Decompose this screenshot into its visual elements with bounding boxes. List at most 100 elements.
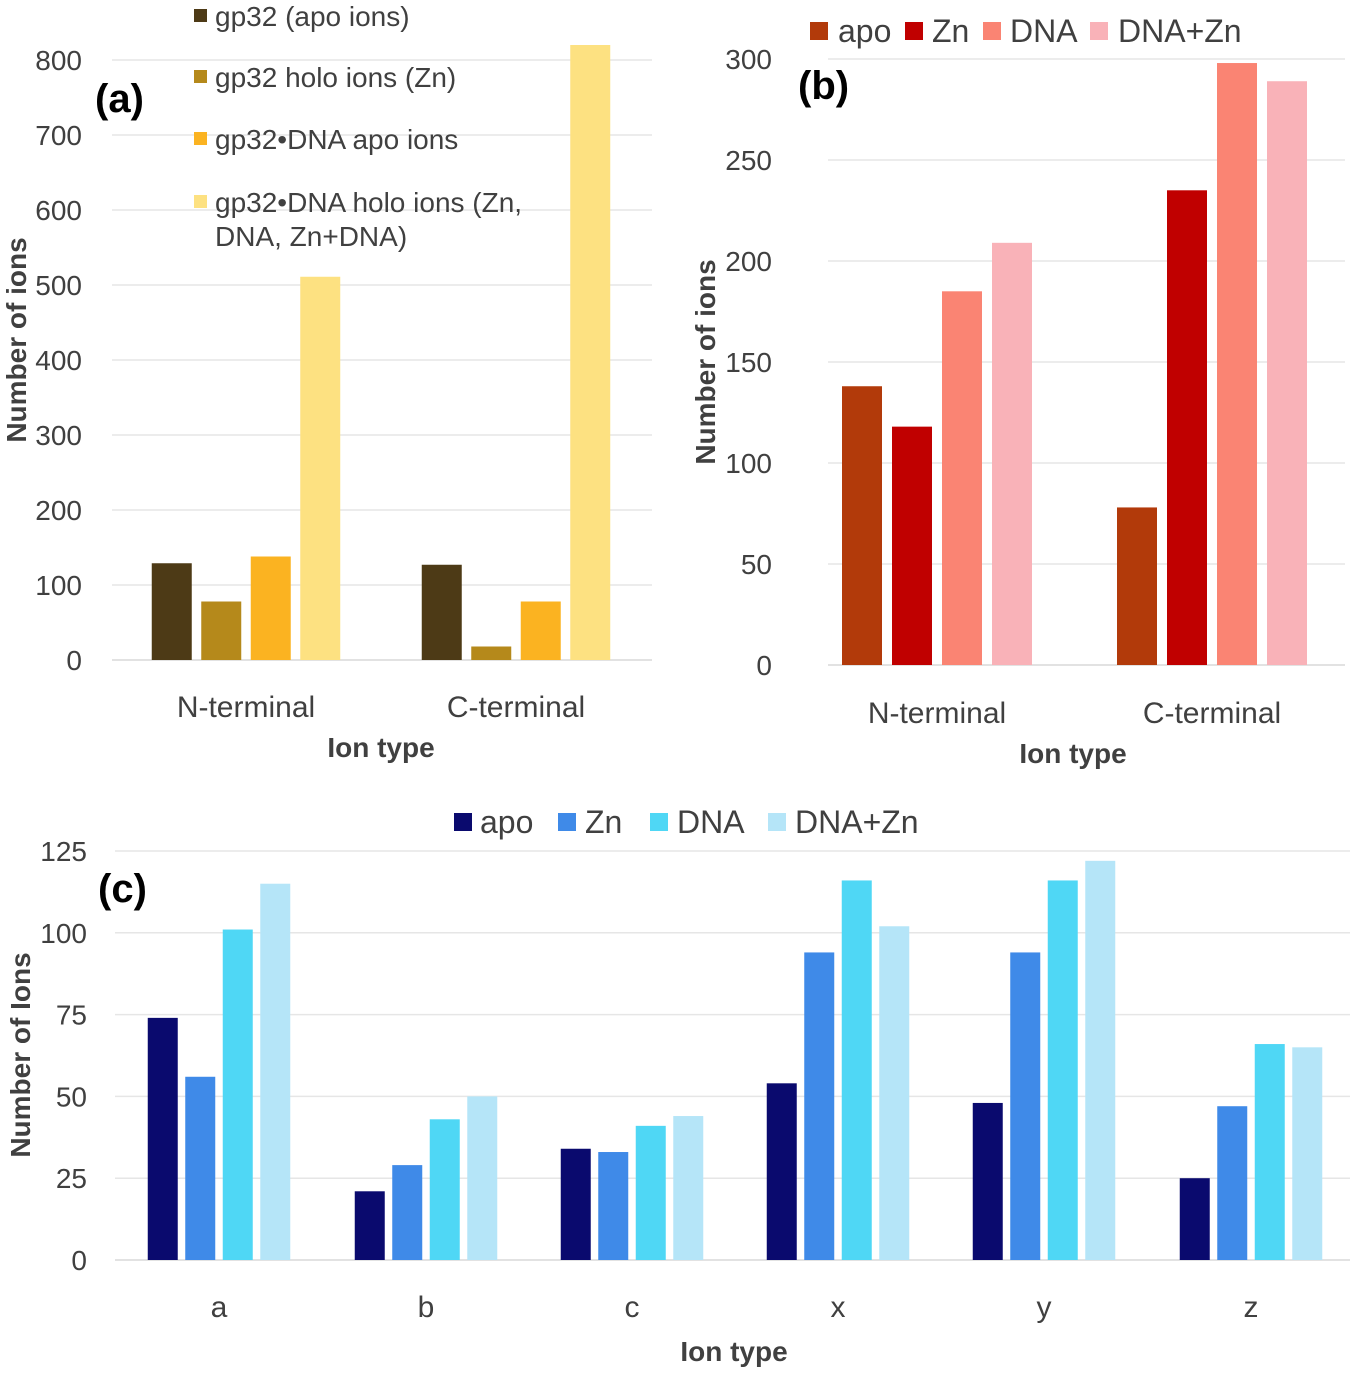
legend-label: gp32•DNA apo ions: [215, 124, 458, 155]
legend-swatch: [558, 813, 576, 831]
y-tick-label: 0: [71, 1245, 87, 1276]
bar: [804, 952, 835, 1260]
bar: [1085, 860, 1116, 1260]
x-axis-title: Ion type: [680, 1336, 787, 1367]
chart-b: (b) 0 50 100 150 200 250 300 N-terminal C-termin…: [690, 13, 1345, 769]
y-tick-label: 700: [35, 120, 82, 151]
bar: [392, 1165, 423, 1260]
bar: [841, 880, 872, 1260]
y-tick-label: 200: [35, 495, 82, 526]
chart-c: (c) 0 25 50 75 100 125 a b c x y z Ion type Number of…: [5, 804, 1350, 1367]
y-tick-label: 100: [725, 448, 772, 479]
bar: [250, 556, 291, 660]
x-tick-label: y: [1037, 1291, 1052, 1324]
chart-c-panel-label: (c): [98, 867, 147, 911]
y-axis-title: Number of Ions: [5, 952, 36, 1157]
bar: [1254, 1044, 1285, 1260]
bar: [570, 45, 611, 660]
y-tick-label: 125: [40, 836, 87, 867]
x-axis-title: Ion type: [327, 732, 434, 763]
y-axis-title: Number of ions: [1, 237, 32, 442]
legend-label: DNA: [677, 804, 745, 840]
bar: [421, 564, 462, 660]
legend-swatch: [810, 22, 828, 40]
bar: [972, 1102, 1003, 1260]
y-tick-label: 25: [56, 1163, 87, 1194]
bar: [467, 1096, 498, 1260]
y-tick-label: 150: [725, 347, 772, 378]
y-tick-label: 0: [66, 645, 82, 676]
bar: [471, 646, 512, 660]
chart-a-panel-label: (a): [95, 77, 144, 121]
bar: [1179, 1178, 1210, 1260]
legend-label: Zn: [932, 13, 969, 49]
x-tick-label: a: [211, 1291, 228, 1324]
x-tick-label: C-terminal: [1143, 697, 1281, 730]
x-axis-title: Ion type: [1019, 738, 1126, 769]
chart-a: (a) 0 100 200 300 400 500 600 700 800 N-terminal C…: [1, 1, 652, 763]
bar: [1217, 63, 1257, 666]
legend-label: gp32•DNA holo ions (Zn,: [215, 187, 522, 218]
legend-swatch: [194, 132, 207, 145]
bar: [1267, 81, 1307, 666]
legend-label: DNA+Zn: [795, 804, 919, 840]
legend-swatch: [768, 813, 786, 831]
legend-label: DNA, Zn+DNA): [215, 221, 407, 252]
bar: [222, 929, 253, 1260]
x-tick-label: C-terminal: [447, 691, 585, 724]
y-axis-title: Number of ions: [690, 259, 721, 464]
x-tick-label: N-terminal: [177, 691, 315, 724]
legend-swatch: [194, 9, 207, 22]
legend-swatch: [650, 813, 668, 831]
bar: [151, 563, 192, 660]
legend-label: Zn: [585, 804, 622, 840]
y-tick-label: 500: [35, 270, 82, 301]
bar: [429, 1119, 460, 1260]
bar: [1047, 880, 1078, 1260]
bar: [201, 601, 242, 660]
y-tick-label: 600: [35, 195, 82, 226]
y-tick-label: 250: [725, 145, 772, 176]
bar: [1217, 1106, 1248, 1260]
y-tick-label: 50: [741, 549, 772, 580]
legend-label: apo: [838, 13, 891, 49]
y-tick-label: 800: [35, 45, 82, 76]
bar: [879, 926, 910, 1260]
bar: [520, 601, 561, 660]
legend-swatch: [1090, 22, 1108, 40]
y-tick-label: 300: [35, 420, 82, 451]
y-tick-label: 50: [56, 1081, 87, 1112]
legend-swatch: [194, 195, 207, 208]
bar: [842, 386, 882, 665]
legend-label: gp32 holo ions (Zn): [215, 62, 456, 93]
legend-label: DNA: [1010, 13, 1078, 49]
bar: [560, 1148, 591, 1260]
legend-label: apo: [480, 804, 533, 840]
legend-swatch: [905, 22, 923, 40]
bar: [1117, 507, 1157, 665]
chart-b-panel-label: (b): [798, 64, 849, 108]
legend-swatch: [194, 70, 207, 83]
x-tick-label: x: [831, 1291, 846, 1324]
y-tick-label: 100: [40, 918, 87, 949]
bar: [942, 291, 982, 665]
y-tick-label: 0: [756, 650, 772, 681]
bar: [892, 426, 932, 665]
bar: [260, 883, 291, 1260]
bar: [1010, 952, 1041, 1260]
bar: [766, 1083, 797, 1260]
legend-label: DNA+Zn: [1118, 13, 1242, 49]
y-tick-label: 75: [56, 1000, 87, 1031]
bar: [598, 1152, 629, 1260]
legend-swatch: [454, 813, 472, 831]
bar: [635, 1125, 666, 1260]
bar: [992, 242, 1032, 665]
bar: [1292, 1047, 1323, 1260]
x-tick-label: b: [418, 1291, 435, 1324]
bar: [300, 276, 341, 660]
bar: [185, 1076, 216, 1260]
legend-swatch: [983, 22, 1001, 40]
y-tick-label: 200: [725, 246, 772, 277]
y-tick-label: 300: [725, 44, 772, 75]
